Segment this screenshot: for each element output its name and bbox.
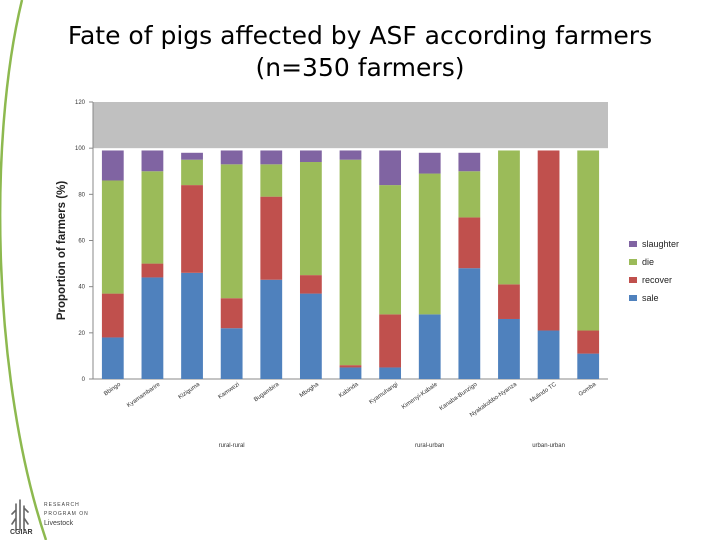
wheat-emblem-icon — [11, 499, 29, 531]
logo-line-2: PROGRAM ON — [44, 511, 89, 517]
bar-sale — [577, 353, 600, 379]
bar-die — [418, 173, 441, 315]
logo-brand: CGIAR — [10, 529, 33, 536]
x-tick-label: Kyamuhangi — [368, 382, 399, 406]
x-tick-label: Bugambira — [253, 381, 281, 403]
x-tick-label: Mbogha — [299, 381, 321, 399]
bar-recover — [458, 217, 481, 269]
bar-die — [141, 171, 164, 264]
bar-slaughter — [260, 150, 283, 165]
y-tick-label: 60 — [78, 239, 85, 245]
bar-recover — [339, 365, 362, 368]
x-tick-label: Kimenyi-Kabale — [401, 381, 439, 410]
group-label: rural-urban — [415, 443, 444, 449]
x-tick-label: Kyamambarire — [126, 381, 162, 409]
bar-die — [379, 185, 402, 315]
y-tick-label: 0 — [82, 377, 86, 383]
bar-recover — [537, 150, 560, 331]
bar-die — [181, 159, 203, 186]
legend-label-die: die — [642, 257, 654, 267]
bar-sale — [379, 367, 402, 379]
legend-label-slaughter: slaughter — [642, 239, 679, 249]
bar-sale — [299, 293, 322, 379]
group-label: urban-urban — [532, 443, 565, 449]
bar-slaughter — [101, 150, 124, 181]
x-tick-label: Kiziguma — [178, 381, 202, 400]
bar-recover — [577, 330, 600, 354]
bar-sale — [181, 272, 203, 379]
group-label: rural-rural — [219, 443, 245, 449]
logo-line-1: RESEARCH — [44, 502, 80, 508]
bar-slaughter — [339, 150, 362, 160]
bar-slaughter — [299, 150, 322, 163]
x-tick-label: Bbingo — [103, 381, 122, 397]
y-tick-label: 80 — [78, 192, 85, 198]
bar-recover — [260, 196, 283, 280]
bar-die — [339, 159, 362, 366]
x-tick-label: Kabinda — [338, 381, 360, 399]
bar-recover — [220, 298, 243, 329]
legend-label-recover: recover — [642, 275, 672, 285]
y-tick-label: 40 — [78, 285, 85, 291]
bar-slaughter — [458, 152, 481, 172]
bar-slaughter — [379, 150, 402, 186]
y-tick-label: 100 — [75, 146, 86, 152]
logo-line-3: Livestock — [44, 520, 74, 527]
ilri-logo — [11, 499, 29, 531]
bar-sale — [220, 328, 243, 379]
x-tick-label: Mulindo TC — [529, 381, 558, 404]
bar-die — [498, 150, 520, 285]
bar-recover — [101, 293, 124, 338]
bar-die — [220, 164, 243, 299]
bar-sale — [418, 314, 441, 379]
bar-recover — [141, 263, 164, 278]
bar-slaughter — [220, 150, 243, 165]
bar-sale — [458, 268, 481, 379]
legend-swatch-sale — [629, 295, 637, 301]
y-axis-label: Proportion of farmers (%) — [56, 181, 68, 320]
x-tick-label: Gomba — [578, 381, 598, 398]
legend-swatch-die — [629, 259, 637, 265]
y-tick-label: 20 — [78, 331, 85, 337]
legend-swatch-slaughter — [629, 241, 637, 247]
slide-title: Fate of pigs affected by ASF according f… — [67, 21, 653, 82]
bar-sale — [101, 337, 124, 379]
bar-sale — [141, 277, 164, 379]
bar-slaughter — [181, 152, 203, 160]
legend-label-sale: sale — [642, 293, 659, 303]
bar-slaughter — [141, 150, 164, 172]
plot-top-band — [93, 102, 608, 149]
bar-sale — [339, 367, 362, 379]
bar-recover — [379, 314, 402, 368]
bar-die — [260, 164, 283, 197]
x-tick-label: Kamwezi — [217, 382, 240, 401]
x-tick-label: Kanaba-Bunzigo — [439, 381, 479, 412]
bar-recover — [498, 284, 520, 319]
bar-sale — [498, 318, 520, 379]
bar-recover — [181, 185, 203, 273]
bar-sale — [260, 279, 283, 379]
bar-recover — [299, 275, 322, 294]
legend-swatch-recover — [629, 277, 637, 283]
bar-slaughter — [418, 152, 441, 174]
bar-die — [101, 180, 124, 294]
bar-die — [577, 150, 600, 331]
bar-die — [458, 171, 481, 218]
y-tick-label: 120 — [75, 100, 86, 106]
bar-die — [299, 162, 322, 276]
bar-sale — [537, 330, 560, 379]
